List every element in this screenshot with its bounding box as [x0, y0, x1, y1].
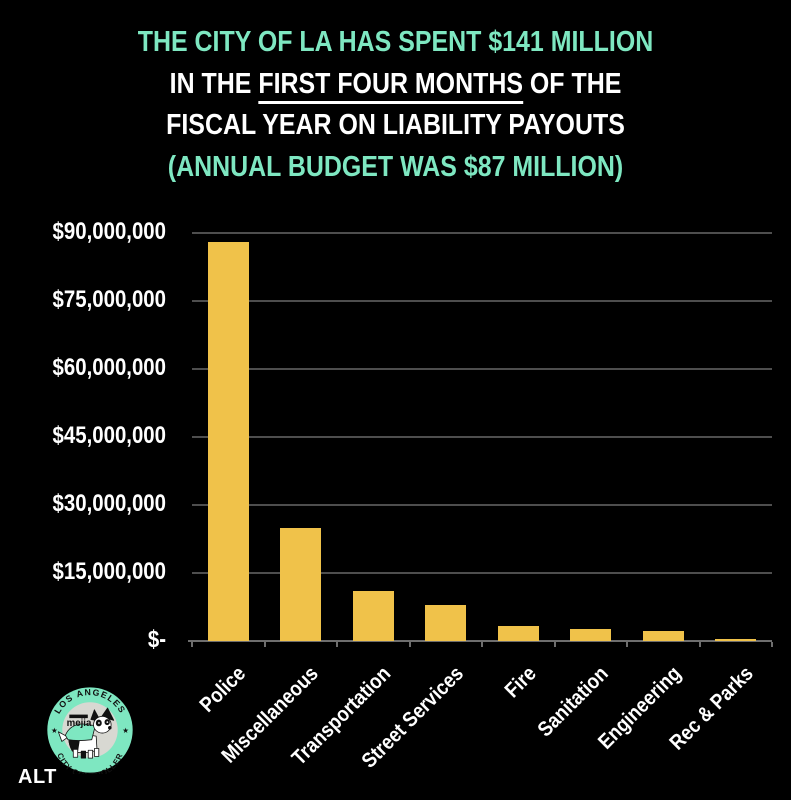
corgi-tail: [57, 731, 69, 742]
x-axis-tick: [481, 642, 483, 647]
x-axis-tick: [626, 642, 628, 647]
title-line-4: (ANNUAL BUDGET WAS $87 MILLION): [167, 150, 624, 183]
corgi-nose: [108, 726, 112, 730]
x-axis-tick: [191, 642, 193, 647]
bar-sanitation: [570, 629, 612, 641]
y-axis-tick-label: $90,000,000: [52, 218, 166, 245]
gridline-45000000: [192, 436, 772, 438]
title-line-2-underlined: FIRST FOUR MONTHS: [258, 67, 523, 104]
title-line-2: IN THE FIRST FOUR MONTHS OF THE: [55, 64, 735, 106]
bar-street-services: [425, 604, 467, 641]
x-axis-tick: [553, 642, 556, 647]
alt-badge: ALT: [18, 766, 57, 788]
y-axis-tick-label: $-: [147, 626, 166, 653]
badge-name-text: mejia: [67, 718, 92, 729]
corgi-leg: [94, 748, 100, 757]
city-controller-badge-logo: LOS ANGELES CITY CONTROLLER ★ ★ me: [47, 687, 133, 774]
y-axis-tick-label: $45,000,000: [52, 422, 166, 449]
x-axis-tick: [698, 642, 701, 647]
chart-title: THE CITY OF LA HAS SPENT $141 MILLION IN…: [0, 22, 791, 188]
corgi-leg: [72, 748, 79, 758]
x-axis-tick: [771, 642, 773, 647]
bar-transportation: [352, 591, 394, 641]
gridline-30000000: [192, 504, 772, 506]
y-axis-tick-label: $30,000,000: [52, 490, 166, 517]
title-line-2-prefix: IN THE: [169, 67, 259, 100]
title-line-2-suffix: OF THE: [522, 67, 622, 100]
badge-star-left-icon: ★: [51, 726, 58, 735]
x-axis-line: [188, 640, 772, 642]
x-axis-category-label: Fire: [500, 662, 541, 703]
x-axis-category-label: Police: [195, 662, 251, 717]
x-axis-tick: [263, 642, 266, 647]
y-axis-tick-label: $15,000,000: [52, 558, 166, 585]
y-axis-tick-label: $75,000,000: [52, 286, 166, 313]
title-line-1: THE CITY OF LA HAS SPENT $141 MILLION: [137, 26, 654, 58]
corgi-cape: [64, 723, 96, 741]
bar-fire: [497, 626, 539, 641]
corgi-leg: [87, 749, 94, 759]
gridline-15000000: [192, 572, 772, 574]
corgi-dog-icon: [57, 707, 115, 759]
corgi-eye: [106, 721, 109, 723]
bar-police: [207, 242, 249, 641]
bar-engineering: [642, 630, 684, 641]
bar-miscellaneous: [280, 527, 322, 641]
corgi-head: [93, 715, 112, 734]
title-line-3: FISCAL YEAR ON LIABILITY PAYOUTS: [166, 109, 625, 141]
corgi-eye: [98, 722, 100, 724]
gridline-90000000: [192, 232, 772, 234]
badge-star-right-icon: ★: [122, 726, 129, 735]
corgi-leg: [80, 750, 86, 759]
badge-name-banner: [69, 714, 88, 719]
bar-rec-parks: [715, 638, 757, 641]
y-axis-tick-label: $60,000,000: [52, 354, 166, 381]
x-axis-tick: [336, 642, 338, 647]
gridline-60000000: [192, 368, 772, 370]
x-axis-tick: [408, 642, 411, 647]
gridline-75000000: [192, 300, 772, 302]
